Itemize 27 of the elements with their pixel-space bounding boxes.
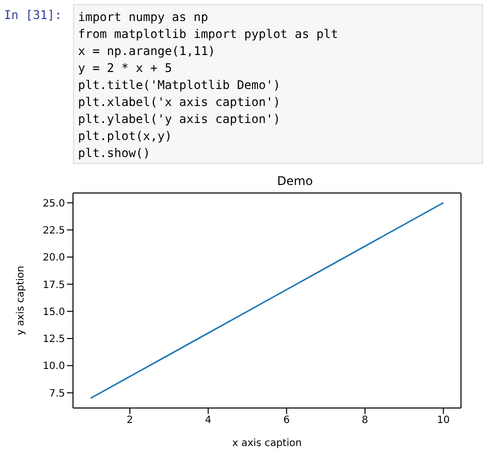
x-tick-label: 10 bbox=[436, 415, 450, 426]
y-axis-title: y axis caption bbox=[16, 266, 27, 336]
text: plt.title('Matplotlib Demo') bbox=[78, 77, 282, 94]
y-tick-label: 10.0 bbox=[42, 361, 65, 372]
text: plt.show() bbox=[78, 145, 152, 162]
x-tick-label: 6 bbox=[283, 415, 290, 426]
text: plt.xlabel('x axis caption') bbox=[78, 94, 282, 111]
y-tick-label: 22.5 bbox=[42, 225, 65, 236]
text: plt.plot(x,y) bbox=[78, 128, 173, 145]
x-tick-label: 4 bbox=[205, 415, 212, 426]
y-tick-label: 12.5 bbox=[42, 334, 65, 346]
x-tick-label: 8 bbox=[362, 415, 368, 426]
x-tick-label: 2 bbox=[126, 415, 134, 426]
y-tick-label: 20.0 bbox=[42, 252, 65, 264]
text: x = np.arange(1,11) bbox=[78, 43, 216, 60]
x-axis-title: x axis caption bbox=[232, 438, 302, 449]
text: from matplotlib import pyplot as plt bbox=[78, 26, 340, 43]
y-tick-label: 25.0 bbox=[42, 198, 65, 210]
y-tick-label: 7.5 bbox=[49, 388, 65, 400]
y-tick-label: 15.0 bbox=[42, 306, 65, 318]
chart-title: Demo bbox=[276, 174, 314, 188]
line-series bbox=[90, 202, 444, 399]
text: y = 2 * x + 5 bbox=[78, 60, 173, 77]
text: import numpy as np bbox=[78, 9, 210, 26]
text: plt.ylabel('y axis caption') bbox=[78, 111, 282, 128]
text: In [31]: bbox=[4, 8, 62, 22]
y-tick-label: 17.5 bbox=[42, 280, 65, 291]
